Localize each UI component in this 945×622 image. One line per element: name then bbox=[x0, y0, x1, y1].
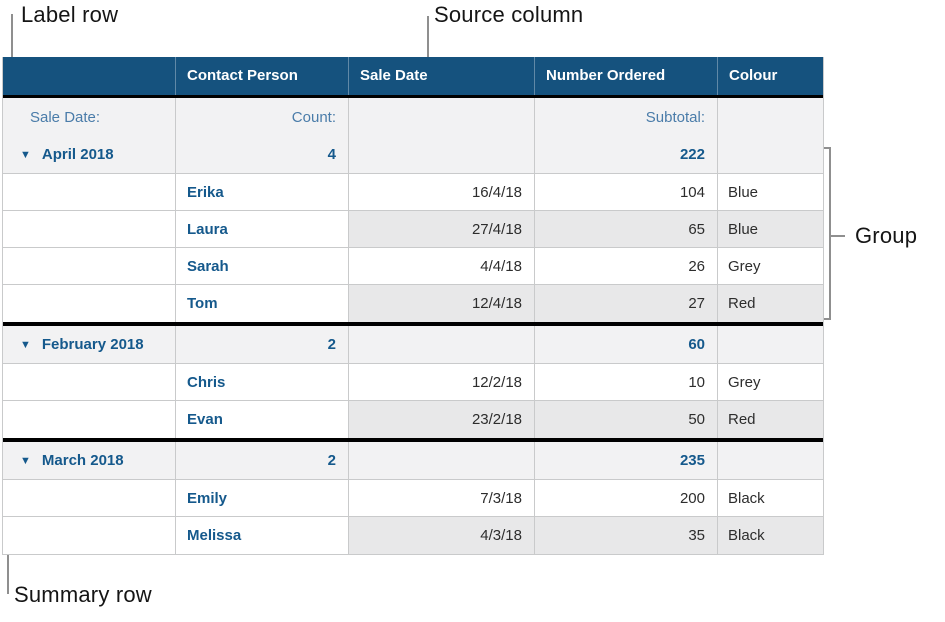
annotation-summary-row: Summary row bbox=[14, 582, 152, 607]
colour-cell[interactable]: Black bbox=[718, 517, 823, 554]
table-header-row: Contact Person Sale Date Number Ordered Col… bbox=[3, 57, 823, 98]
header-cell-number-ordered[interactable]: Number Ordered bbox=[535, 57, 718, 95]
row-header-cell[interactable] bbox=[3, 211, 176, 248]
label-row-subtotal-cell[interactable]: Subtotal: bbox=[535, 98, 718, 136]
label-row: Sale Date: Count: Subtotal: bbox=[3, 98, 823, 136]
summary-subtotal-cell[interactable]: 235 bbox=[535, 442, 718, 480]
sale-date-cell[interactable]: 27/4/18 bbox=[349, 211, 535, 248]
row-header-cell[interactable] bbox=[3, 174, 176, 211]
row-header-cell[interactable] bbox=[3, 248, 176, 285]
annotation-source-column: Source column bbox=[434, 2, 584, 27]
group-name: April 2018 bbox=[41, 145, 114, 163]
row-header-cell[interactable] bbox=[3, 364, 176, 401]
number-ordered-cell[interactable]: 200 bbox=[535, 480, 718, 517]
contact-person-cell[interactable]: Tom bbox=[176, 285, 349, 322]
table-row: Emily 7/3/18 200 Black bbox=[3, 480, 823, 517]
annotation-label-row: Label row bbox=[21, 2, 119, 27]
colour-cell[interactable]: Red bbox=[718, 401, 823, 438]
group-bracket-top-tick bbox=[821, 147, 831, 149]
group-name: March 2018 bbox=[41, 451, 124, 469]
summary-group-cell[interactable]: ▼ March 2018 bbox=[3, 442, 176, 480]
callout-line-source-column bbox=[427, 16, 429, 57]
summary-group-cell[interactable]: ▼ April 2018 bbox=[3, 136, 176, 174]
colour-cell[interactable]: Grey bbox=[718, 364, 823, 401]
annotation-group: Group bbox=[855, 223, 918, 248]
number-ordered-cell[interactable]: 27 bbox=[535, 285, 718, 322]
summary-count-cell[interactable]: 2 bbox=[176, 442, 349, 480]
summary-row: ▼ April 2018 4 222 bbox=[3, 136, 823, 174]
sale-date-cell[interactable]: 23/2/18 bbox=[349, 401, 535, 438]
header-cell-sale-date[interactable]: Sale Date bbox=[349, 57, 535, 95]
header-cell-row-label[interactable] bbox=[3, 57, 176, 95]
sale-date-cell[interactable]: 12/4/18 bbox=[349, 285, 535, 322]
table-row: Sarah 4/4/18 26 Grey bbox=[3, 248, 823, 285]
row-header-cell[interactable] bbox=[3, 401, 176, 438]
row-header-cell[interactable] bbox=[3, 285, 176, 322]
summary-group-cell[interactable]: ▼ February 2018 bbox=[3, 326, 176, 364]
summary-count-cell[interactable]: 2 bbox=[176, 326, 349, 364]
sale-date-cell[interactable]: 16/4/18 bbox=[349, 174, 535, 211]
row-header-cell[interactable] bbox=[3, 480, 176, 517]
table-row: Chris 12/2/18 10 Grey bbox=[3, 364, 823, 401]
table-row: Tom 12/4/18 27 Red bbox=[3, 285, 823, 322]
table-row: Erika 16/4/18 104 Blue bbox=[3, 174, 823, 211]
row-header-cell[interactable] bbox=[3, 517, 176, 554]
header-cell-colour[interactable]: Colour bbox=[729, 67, 778, 84]
colour-cell[interactable]: Black bbox=[718, 480, 823, 517]
contact-person-cell[interactable]: Sarah bbox=[176, 248, 349, 285]
number-ordered-cell[interactable]: 26 bbox=[535, 248, 718, 285]
number-ordered-cell[interactable]: 35 bbox=[535, 517, 718, 554]
sale-date-cell[interactable]: 12/2/18 bbox=[349, 364, 535, 401]
table-row: Evan 23/2/18 50 Red bbox=[3, 401, 823, 438]
table-row: Melissa 4/3/18 35 Black bbox=[3, 517, 823, 554]
colour-cell[interactable]: Red bbox=[718, 285, 823, 322]
summary-empty-cell[interactable] bbox=[718, 442, 823, 480]
summary-empty-cell[interactable] bbox=[349, 442, 535, 480]
disclosure-triangle-icon[interactable]: ▼ bbox=[20, 338, 31, 351]
colour-cell[interactable]: Blue bbox=[718, 174, 823, 211]
summary-empty-cell[interactable] bbox=[349, 326, 535, 364]
summary-row: ▼ February 2018 2 60 bbox=[3, 322, 823, 364]
group-bracket-vertical bbox=[829, 147, 831, 320]
label-row-count-cell[interactable]: Count: bbox=[176, 98, 349, 136]
disclosure-triangle-icon[interactable]: ▼ bbox=[20, 148, 31, 161]
contact-person-cell[interactable]: Melissa bbox=[176, 517, 349, 554]
summary-empty-cell[interactable] bbox=[349, 136, 535, 174]
group-bracket-label-tick bbox=[831, 235, 845, 237]
contact-person-cell[interactable]: Erika bbox=[176, 174, 349, 211]
categorized-table: Contact Person Sale Date Number Ordered Col… bbox=[2, 57, 824, 555]
label-row-empty-cell[interactable] bbox=[718, 98, 823, 136]
colour-cell[interactable]: Blue bbox=[718, 211, 823, 248]
colour-cell[interactable]: Grey bbox=[718, 248, 823, 285]
group-bracket-bottom-tick bbox=[821, 318, 831, 320]
summary-row: ▼ March 2018 2 235 bbox=[3, 438, 823, 480]
number-ordered-cell[interactable]: 104 bbox=[535, 174, 718, 211]
header-cell-contact-person[interactable]: Contact Person bbox=[176, 57, 349, 95]
summary-empty-cell[interactable] bbox=[718, 326, 823, 364]
summary-empty-cell[interactable] bbox=[718, 136, 823, 174]
table-row: Laura 27/4/18 65 Blue bbox=[3, 211, 823, 248]
contact-person-cell[interactable]: Emily bbox=[176, 480, 349, 517]
summary-count-cell[interactable]: 4 bbox=[176, 136, 349, 174]
contact-person-cell[interactable]: Chris bbox=[176, 364, 349, 401]
summary-subtotal-cell[interactable]: 222 bbox=[535, 136, 718, 174]
sale-date-cell[interactable]: 7/3/18 bbox=[349, 480, 535, 517]
number-ordered-cell[interactable]: 65 bbox=[535, 211, 718, 248]
contact-person-cell[interactable]: Laura bbox=[176, 211, 349, 248]
label-row-category-cell[interactable]: Sale Date: bbox=[3, 98, 176, 136]
contact-person-cell[interactable]: Evan bbox=[176, 401, 349, 438]
number-ordered-cell[interactable]: 10 bbox=[535, 364, 718, 401]
disclosure-triangle-icon[interactable]: ▼ bbox=[20, 454, 31, 467]
group-name: February 2018 bbox=[41, 335, 144, 353]
sale-date-cell[interactable]: 4/4/18 bbox=[349, 248, 535, 285]
summary-subtotal-cell[interactable]: 60 bbox=[535, 326, 718, 364]
sale-date-cell[interactable]: 4/3/18 bbox=[349, 517, 535, 554]
label-row-empty-cell[interactable] bbox=[349, 98, 535, 136]
number-ordered-cell[interactable]: 50 bbox=[535, 401, 718, 438]
